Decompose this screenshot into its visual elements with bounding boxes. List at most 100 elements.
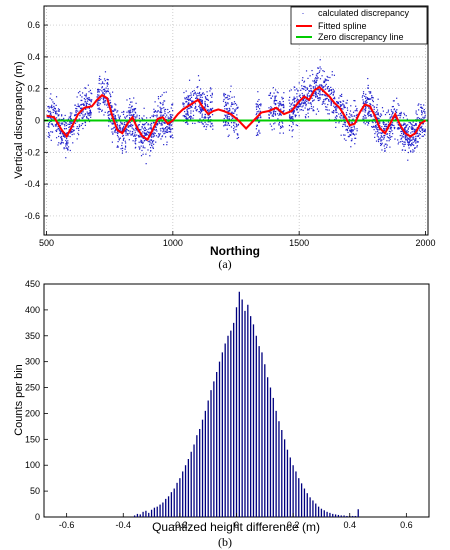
discrepancy-point: [80, 99, 82, 102]
discrepancy-point: [133, 97, 135, 99]
discrepancy-point: [316, 75, 318, 77]
discrepancy-point: [351, 122, 353, 124]
discrepancy-point: [169, 114, 171, 116]
discrepancy-point: [168, 131, 170, 133]
discrepancy-point: [283, 107, 285, 109]
discrepancy-point: [334, 116, 337, 118]
discrepancy-point: [158, 121, 160, 123]
discrepancy-point: [81, 111, 83, 113]
discrepancy-point: [163, 109, 166, 111]
discrepancy-point: [349, 125, 351, 128]
discrepancy-point: [186, 112, 188, 114]
discrepancy-point: [393, 127, 396, 130]
discrepancy-point: [196, 108, 198, 111]
discrepancy-point: [134, 138, 137, 140]
discrepancy-point: [351, 132, 353, 134]
discrepancy-point: [143, 137, 145, 140]
discrepancy-point: [144, 126, 146, 128]
discrepancy-point: [327, 85, 329, 88]
discrepancy-point: [356, 110, 358, 112]
discrepancy-point: [414, 141, 416, 143]
discrepancy-point: [190, 94, 192, 96]
discrepancy-point: [256, 132, 259, 134]
discrepancy-point: [280, 102, 282, 104]
discrepancy-point: [103, 100, 105, 102]
discrepancy-point: [397, 127, 399, 129]
discrepancy-point: [330, 89, 333, 91]
discrepancy-point: [320, 84, 322, 86]
discrepancy-point: [342, 108, 344, 110]
discrepancy-point: [64, 121, 66, 123]
discrepancy-point: [58, 135, 60, 138]
discrepancy-point: [161, 115, 164, 117]
discrepancy-point: [416, 135, 418, 137]
discrepancy-point: [96, 96, 99, 98]
discrepancy-point: [170, 135, 172, 137]
discrepancy-point: [406, 118, 408, 120]
discrepancy-point: [381, 139, 383, 141]
discrepancy-point: [144, 134, 146, 136]
discrepancy-point: [156, 111, 158, 113]
discrepancy-point: [298, 102, 301, 104]
discrepancy-point: [205, 123, 207, 125]
discrepancy-point: [367, 87, 369, 89]
discrepancy-point: [102, 91, 104, 93]
discrepancy-point: [413, 129, 415, 131]
discrepancy-point: [403, 112, 405, 114]
discrepancy-point: [127, 134, 129, 136]
discrepancy-point: [58, 110, 60, 112]
discrepancy-point: [129, 98, 131, 100]
discrepancy-point: [118, 125, 120, 127]
discrepancy-point: [317, 89, 319, 91]
discrepancy-point: [63, 148, 65, 150]
discrepancy-point: [322, 101, 324, 103]
discrepancy-point: [231, 103, 234, 105]
discrepancy-point: [144, 127, 146, 129]
discrepancy-point: [69, 126, 71, 128]
discrepancy-point: [147, 149, 149, 151]
discrepancy-point: [85, 102, 88, 104]
discrepancy-point: [99, 99, 101, 101]
discrepancy-point: [273, 99, 275, 102]
discrepancy-point: [333, 105, 335, 107]
discrepancy-point: [389, 131, 392, 133]
discrepancy-point: [376, 109, 379, 111]
discrepancy-point: [107, 117, 110, 119]
discrepancy-point: [304, 107, 306, 109]
discrepancy-point: [336, 101, 338, 103]
discrepancy-point: [168, 123, 170, 126]
discrepancy-point: [50, 114, 52, 116]
discrepancy-point: [97, 108, 99, 110]
discrepancy-point: [233, 131, 235, 133]
discrepancy-point: [50, 139, 52, 141]
discrepancy-point: [422, 116, 424, 118]
discrepancy-point: [101, 86, 103, 88]
discrepancy-point: [153, 121, 155, 124]
discrepancy-point: [112, 122, 114, 124]
legend-label-discrepancy: calculated discrepancy: [318, 8, 410, 18]
discrepancy-point: [401, 143, 404, 145]
discrepancy-point: [225, 121, 227, 124]
discrepancy-point: [377, 113, 379, 115]
discrepancy-point: [392, 111, 394, 113]
discrepancy-point: [161, 135, 164, 137]
discrepancy-point: [380, 113, 382, 115]
discrepancy-point: [124, 145, 127, 147]
discrepancy-point: [282, 122, 284, 124]
discrepancy-point: [78, 129, 80, 131]
discrepancy-point: [330, 100, 332, 102]
discrepancy-point: [323, 99, 325, 101]
discrepancy-point: [223, 94, 225, 96]
discrepancy-point: [167, 112, 169, 114]
discrepancy-point: [224, 93, 227, 96]
discrepancy-point: [258, 129, 260, 131]
discrepancy-point: [291, 102, 294, 104]
discrepancy-point: [73, 115, 76, 117]
discrepancy-point: [257, 103, 259, 105]
discrepancy-point: [237, 133, 239, 135]
discrepancy-point: [225, 104, 227, 107]
discrepancy-point: [422, 123, 424, 125]
discrepancy-point: [272, 114, 274, 116]
discrepancy-point: [47, 110, 49, 112]
discrepancy-point: [411, 131, 413, 133]
